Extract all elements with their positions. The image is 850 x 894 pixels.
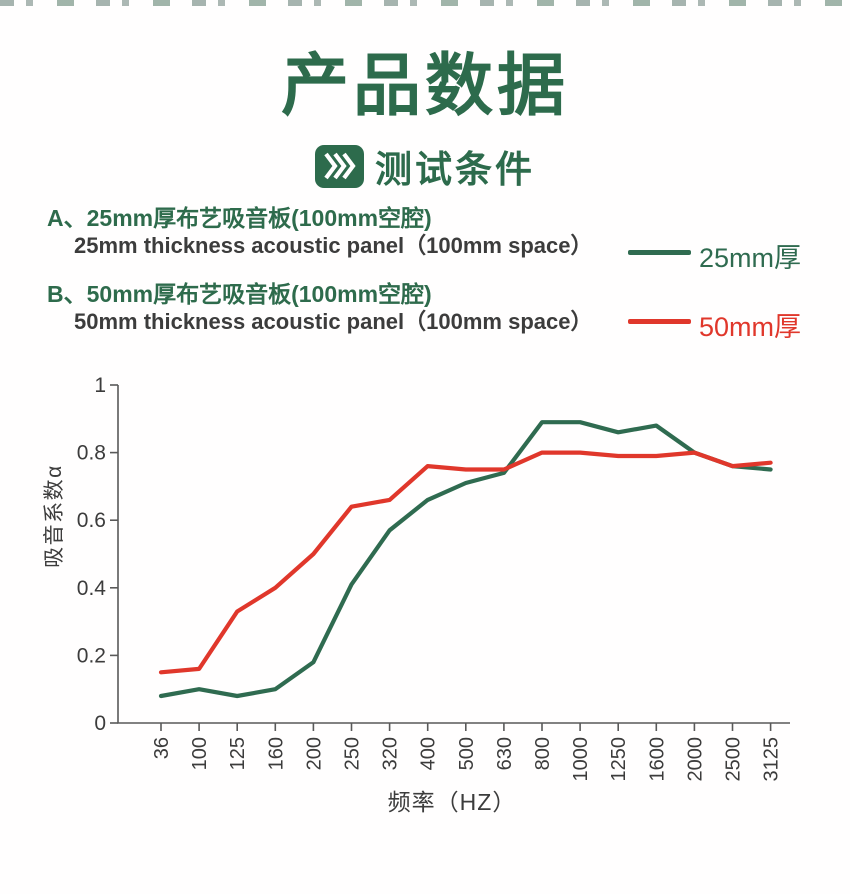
- subtitle-text: 测试条件: [375, 149, 535, 190]
- svg-text:400: 400: [418, 737, 440, 770]
- subtitle-row: 测试条件: [0, 139, 850, 193]
- svg-text:200: 200: [303, 737, 325, 770]
- svg-text:0.8: 0.8: [77, 442, 106, 465]
- legend-swatch-25mm: [628, 250, 691, 255]
- svg-text:36: 36: [151, 737, 173, 759]
- chart-canvas: 0 0.2 0.4 0.6 0.8 1 36 100 125 160 200 250 320 400 500…: [43, 374, 790, 815]
- svg-text:2500: 2500: [723, 737, 745, 782]
- absorption-line-chart: 0 0.2 0.4 0.6 0.8 1 36 100 125 160 200 250 320 400 500…: [0, 368, 850, 838]
- legend-label-50mm: 50mm厚: [699, 312, 802, 342]
- legend-swatch-50mm: [628, 319, 691, 324]
- y-axis-title: 吸音系数α: [43, 464, 66, 568]
- svg-text:0: 0: [94, 712, 106, 735]
- svg-text:800: 800: [532, 737, 554, 770]
- panel-b-title-en: 50mm thickness acoustic panel（100mm spac…: [74, 309, 593, 334]
- triple-chevron-right-icon: [315, 144, 364, 188]
- svg-text:1: 1: [94, 374, 106, 397]
- x-axis-title: 频率（HZ）: [388, 789, 517, 815]
- panel-a-title-en: 25mm thickness acoustic panel（100mm spac…: [74, 233, 593, 258]
- svg-text:3125: 3125: [761, 737, 783, 782]
- legend-label-25mm: 25mm厚: [699, 243, 802, 273]
- page-title: 产品数据: [280, 48, 569, 124]
- svg-text:630: 630: [494, 737, 516, 770]
- svg-text:320: 320: [380, 737, 402, 770]
- panel-a-title-cn: A、25mm厚布艺吸音板(100mm空腔): [47, 205, 432, 231]
- svg-text:500: 500: [456, 737, 478, 770]
- svg-text:1600: 1600: [646, 737, 668, 782]
- svg-text:250: 250: [342, 737, 364, 770]
- svg-text:0.6: 0.6: [77, 509, 106, 532]
- panel-b-title-cn: B、50mm厚布艺吸音板(100mm空腔): [47, 281, 432, 307]
- svg-text:160: 160: [265, 737, 287, 770]
- svg-text:0.4: 0.4: [77, 577, 107, 600]
- svg-text:125: 125: [227, 737, 249, 770]
- svg-text:1000: 1000: [570, 737, 592, 782]
- svg-text:100: 100: [189, 737, 211, 770]
- svg-text:0.2: 0.2: [77, 644, 106, 667]
- svg-text:2000: 2000: [684, 737, 706, 782]
- clipped-text-artifact-strip: [0, 0, 850, 6]
- svg-text:1250: 1250: [608, 737, 630, 782]
